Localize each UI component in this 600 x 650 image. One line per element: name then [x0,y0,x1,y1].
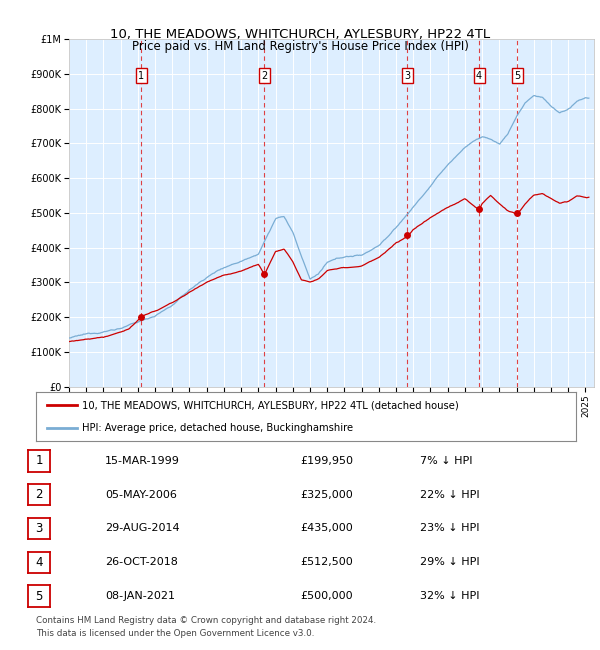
Text: 2: 2 [35,488,43,501]
Text: 4: 4 [476,70,482,81]
Text: 10, THE MEADOWS, WHITCHURCH, AYLESBURY, HP22 4TL (detached house): 10, THE MEADOWS, WHITCHURCH, AYLESBURY, … [82,400,458,410]
Text: 22% ↓ HPI: 22% ↓ HPI [420,489,479,500]
Text: 2: 2 [261,70,268,81]
Text: 3: 3 [404,70,410,81]
Text: 26-OCT-2018: 26-OCT-2018 [105,557,178,567]
Text: 5: 5 [35,590,43,603]
Text: £512,500: £512,500 [300,557,353,567]
Text: 7% ↓ HPI: 7% ↓ HPI [420,456,473,466]
Text: Price paid vs. HM Land Registry's House Price Index (HPI): Price paid vs. HM Land Registry's House … [131,40,469,53]
Text: Contains HM Land Registry data © Crown copyright and database right 2024.
This d: Contains HM Land Registry data © Crown c… [36,616,376,638]
Text: 29% ↓ HPI: 29% ↓ HPI [420,557,479,567]
Text: £325,000: £325,000 [300,489,353,500]
Text: 10, THE MEADOWS, WHITCHURCH, AYLESBURY, HP22 4TL: 10, THE MEADOWS, WHITCHURCH, AYLESBURY, … [110,28,490,41]
Text: 3: 3 [35,522,43,535]
Text: £500,000: £500,000 [300,591,353,601]
Text: 1: 1 [35,454,43,467]
Text: HPI: Average price, detached house, Buckinghamshire: HPI: Average price, detached house, Buck… [82,422,353,432]
Text: 08-JAN-2021: 08-JAN-2021 [105,591,175,601]
Text: £435,000: £435,000 [300,523,353,534]
Text: 23% ↓ HPI: 23% ↓ HPI [420,523,479,534]
Text: 1: 1 [138,70,145,81]
Text: 05-MAY-2006: 05-MAY-2006 [105,489,177,500]
Text: 29-AUG-2014: 29-AUG-2014 [105,523,179,534]
Text: 15-MAR-1999: 15-MAR-1999 [105,456,180,466]
Text: 4: 4 [35,556,43,569]
Text: 5: 5 [514,70,520,81]
Text: 32% ↓ HPI: 32% ↓ HPI [420,591,479,601]
Text: £199,950: £199,950 [300,456,353,466]
